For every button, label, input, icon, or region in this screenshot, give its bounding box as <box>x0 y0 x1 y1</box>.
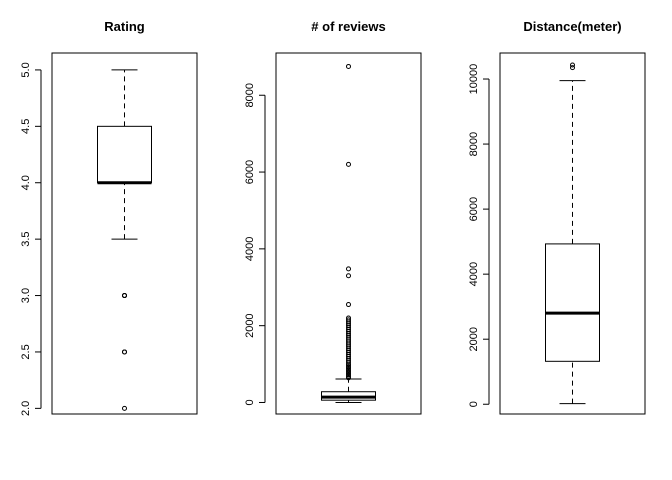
outlier-point <box>346 369 351 375</box>
outlier-point <box>346 364 351 370</box>
outlier-point <box>346 63 351 69</box>
outlier-point <box>346 373 351 379</box>
y-tick-label: 0 <box>468 401 480 407</box>
panel-title: Rating <box>104 19 145 34</box>
y-tick-label: 2000 <box>244 313 256 337</box>
outlier-point <box>346 375 351 381</box>
outlier-point <box>346 302 351 308</box>
outlier-point <box>570 62 575 68</box>
panel-rating: Rating 2.0 2.5 3.0 3.5 4.0 4.5 5.0 <box>20 19 198 416</box>
outlier-point <box>346 372 351 378</box>
y-tick-label: 4.5 <box>20 119 32 134</box>
y-tick-label: 4.0 <box>20 175 32 190</box>
y-tick-label: 4000 <box>468 262 480 286</box>
y-tick-label: 8000 <box>468 132 480 156</box>
plot-frame <box>51 52 198 415</box>
panel-distance: Distance(meter) 0 2000 4000 6000 8000 10000 <box>468 19 646 415</box>
outlier-point <box>346 266 351 272</box>
y-tick-label: 2.0 <box>20 401 32 416</box>
plot-frame <box>275 52 422 415</box>
y-tick-label: 5.0 <box>20 62 32 77</box>
outlier-point <box>122 405 127 411</box>
outlier-point <box>346 367 351 373</box>
outlier-point <box>346 315 351 321</box>
outlier-point <box>346 273 351 279</box>
outlier-point <box>346 370 351 376</box>
y-tick-label: 3.0 <box>20 288 32 303</box>
panel-title: Distance(meter) <box>523 19 621 34</box>
panel-title: # of reviews <box>311 19 385 34</box>
outlier-point <box>570 65 575 71</box>
y-tick-label: 0 <box>244 399 256 405</box>
y-tick-label: 8000 <box>244 83 256 107</box>
outlier-point <box>122 349 127 355</box>
y-tick-label: 2.5 <box>20 344 32 359</box>
y-tick-label: 4000 <box>244 237 256 261</box>
plot-frame <box>499 52 646 415</box>
y-tick-label: 3.5 <box>20 231 32 246</box>
box-iqr <box>545 243 600 362</box>
outlier-point <box>346 161 351 167</box>
outlier-point <box>346 317 351 323</box>
outlier-point <box>346 366 351 372</box>
outlier-point <box>346 363 351 369</box>
y-tick-label: 10000 <box>468 64 480 95</box>
y-tick-label: 6000 <box>244 160 256 184</box>
y-tick-label: 6000 <box>468 197 480 221</box>
panel-reviews: # of reviews 0 2000 4000 6000 8000 <box>244 19 422 415</box>
y-tick-label: 2000 <box>468 327 480 351</box>
box-iqr <box>97 125 152 184</box>
outlier-point <box>122 293 127 299</box>
